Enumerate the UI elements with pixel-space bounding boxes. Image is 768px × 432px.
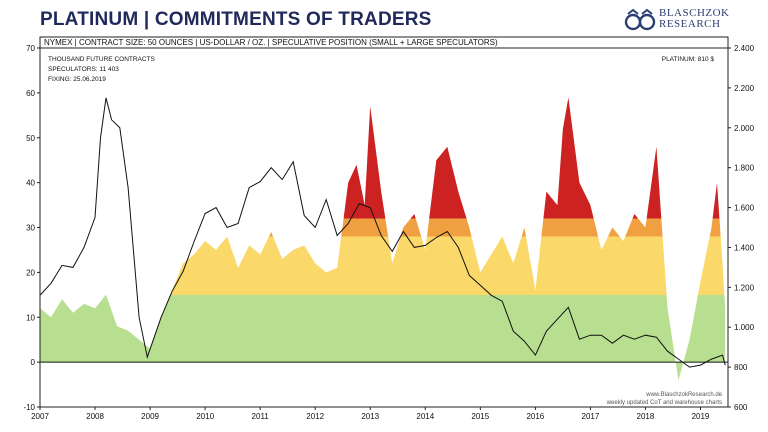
logo-icon: [624, 8, 656, 31]
logo-line2: RESEARCH: [659, 18, 721, 30]
left-axis-tick-label: 20: [26, 268, 35, 277]
x-axis-tick-label: 2010: [196, 412, 214, 421]
plot-frame: [39, 36, 729, 408]
platinum-price-line: [40, 97, 726, 368]
right-axis-tick-label: 2.200: [734, 84, 755, 93]
x-axis-tick-label: 2007: [31, 412, 49, 421]
x-axis-tick-label: 2009: [141, 412, 159, 421]
right-axis-tick-label: 800: [734, 363, 748, 372]
right-axis-tick-label: 2.400: [734, 44, 755, 53]
x-axis-tick-label: 2012: [306, 412, 324, 421]
logo-text: BLASCHZOK RESEARCH: [659, 8, 730, 30]
x-axis-tick-label: 2013: [361, 412, 379, 421]
plot-area: [40, 97, 728, 381]
x-axis-tick-label: 2019: [692, 412, 710, 421]
footer-url: www.BlaschzokResearch.de: [645, 392, 722, 398]
left-axis-tick-label: 40: [26, 179, 35, 188]
x-axis-tick-label: 2017: [582, 412, 600, 421]
right-axis-tick-label: 1.800: [734, 164, 755, 173]
right-axis-tick-label: 600: [734, 403, 748, 412]
axes: -10 0 10 20 30 40 50 60 70 600 800 1.000 1.200 1.400 1…: [23, 44, 754, 421]
left-axis-tick-label: 30: [26, 224, 35, 233]
left-axis-tick-label: 50: [26, 134, 35, 143]
right-axis-tick-label: 1.200: [734, 283, 755, 292]
x-axis-tick-label: 2015: [471, 412, 489, 421]
left-axis-tick-label: -10: [23, 403, 35, 412]
logo-line1: BLASCHZOK: [659, 7, 730, 19]
fixing-note: FIXING: 25.06.2019: [48, 76, 106, 83]
speculative-position-area: [40, 97, 726, 381]
x-axis-tick-label: 2011: [252, 412, 270, 421]
left-axis-tick-label: 70: [26, 44, 35, 53]
right-axis-tick-label: 2.000: [734, 124, 755, 133]
left-axis-tick-label: 10: [26, 313, 35, 322]
left-axis-tick-label: 60: [26, 89, 35, 98]
page-title: PLATINUM | COMMITMENTS OF TRADERS: [40, 9, 432, 30]
platinum-note: PLATINUM: 810 $: [662, 56, 715, 63]
right-axis-tick-label: 1.400: [734, 243, 755, 252]
right-axis-tick-label: 1.000: [734, 323, 755, 332]
speculators-note: SPECULATORS: 11 403: [48, 66, 119, 73]
x-axis-tick-label: 2016: [526, 412, 544, 421]
footer-tagline: weekly updated CoT and warehouse charts: [606, 400, 722, 406]
x-axis-tick-label: 2018: [637, 412, 655, 421]
x-axis-tick-label: 2014: [416, 412, 434, 421]
x-axis-tick-label: 2008: [86, 412, 104, 421]
unit-note: THOUSAND FUTURE CONTRACTS: [48, 56, 156, 63]
left-axis-tick-label: 0: [31, 358, 36, 367]
right-axis-tick-label: 1.600: [734, 204, 755, 213]
info-bar: NYMEX | CONTRACT SIZE: 50 OUNCES | US-DO…: [44, 38, 498, 47]
